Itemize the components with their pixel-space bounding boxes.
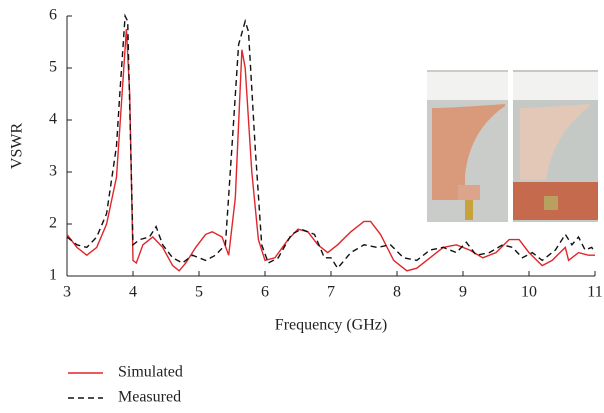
x-tick-label: 6 (261, 284, 269, 301)
y-tick-label: 6 (49, 7, 57, 24)
y-tick-label: 1 (49, 267, 57, 284)
x-tick-label: 3 (63, 284, 71, 301)
connector (465, 200, 473, 220)
x-tick-label: 4 (129, 284, 137, 301)
legend-label: Measured (118, 389, 181, 406)
y-tick-label: 2 (49, 215, 57, 232)
x-tick-label: 7 (327, 284, 335, 301)
antenna-photo (427, 70, 598, 222)
feed (458, 185, 480, 200)
series-line (66, 28, 595, 272)
y-tick-label: 4 (49, 111, 57, 128)
series-line (66, 13, 596, 270)
copper-patch (520, 104, 590, 180)
x-tick-label: 5 (195, 284, 203, 301)
x-tick-label: 10 (521, 284, 537, 301)
y-tick-label: 3 (49, 163, 57, 180)
x-tick-label: 9 (459, 284, 467, 301)
y-tick-label: 5 (49, 59, 57, 76)
legend-label: Simulated (118, 364, 183, 381)
x-tick-label: 11 (587, 284, 602, 301)
copper-patch (432, 104, 505, 200)
x-axis-label: Frequency (GHz) (275, 317, 387, 334)
y-axis-label: VSWR (9, 123, 26, 170)
ruler (513, 72, 598, 100)
ruler (427, 72, 508, 100)
connector (544, 196, 558, 210)
x-tick-label: 8 (393, 284, 401, 301)
